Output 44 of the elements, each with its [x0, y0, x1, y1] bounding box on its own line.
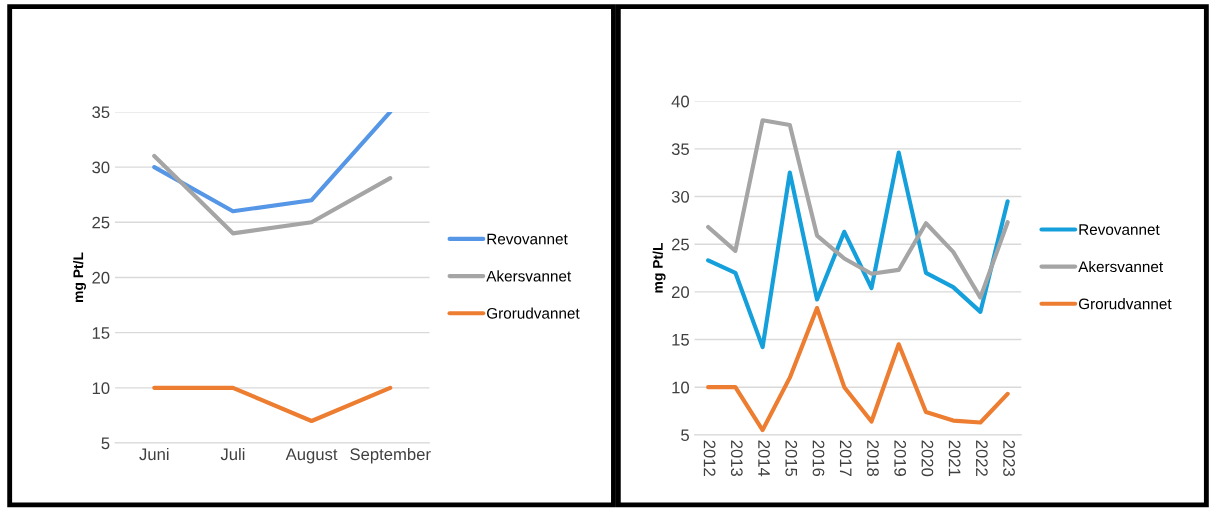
y-axis-title: mg Pt/L [72, 252, 86, 303]
x-tick-label: 2020 [921, 440, 934, 477]
legend-label: Akersvannet [1078, 260, 1163, 273]
x-tick-label: Juni [139, 447, 169, 461]
y-tick-label: 35 [92, 106, 110, 119]
legend-label: Grorudvannet [487, 307, 580, 319]
y-tick-label: 30 [671, 190, 690, 203]
y-tick-label: 25 [92, 216, 110, 229]
line-series [706, 305, 1010, 433]
x-tick-label: 2016 [812, 440, 825, 477]
x-tick-label: 2019 [894, 440, 907, 477]
x-tick-label: 2022 [975, 440, 988, 476]
y-tick-label: 15 [92, 327, 110, 339]
y-tick-label: 20 [671, 286, 690, 299]
x-tick-label: 2021 [948, 440, 961, 476]
y-tick-label: 10 [672, 381, 690, 394]
line-series [152, 153, 393, 236]
x-tick-label: 2012 [703, 440, 716, 476]
y-tick-label: 10 [92, 382, 110, 395]
y-tick-label: 25 [671, 238, 689, 251]
x-tick-label: August [285, 448, 338, 464]
y-tick-label: 5 [681, 429, 689, 442]
line-series [706, 150, 1010, 350]
y-axis-title: mg Pt/L [652, 242, 666, 293]
x-tick-label: September [350, 447, 431, 464]
y-tick-label: 30 [92, 161, 110, 174]
legend-label: Grorudvannet [1078, 298, 1172, 310]
x-tick-label: 2015 [785, 440, 798, 477]
line-series [706, 118, 1010, 300]
x-tick-label: 2018 [867, 440, 879, 477]
x-tick-label: Juli [220, 447, 245, 461]
x-tick-label: 2014 [758, 440, 770, 477]
y-tick-label: 40 [671, 95, 690, 108]
y-tick-label: 20 [92, 271, 110, 284]
y-tick-label: 5 [101, 437, 110, 450]
legend-label: Akersvannet [486, 270, 572, 282]
y-tick-label: 35 [671, 143, 689, 156]
legend-label: Revovannet [487, 233, 568, 245]
line-series [152, 111, 393, 214]
legend-label: Revovannet [1079, 224, 1160, 235]
x-tick-label: 2023 [1003, 440, 1015, 477]
y-tick-label: 15 [672, 334, 689, 346]
x-tick-label: 2017 [839, 440, 852, 476]
x-tick-label: 2013 [730, 440, 743, 477]
